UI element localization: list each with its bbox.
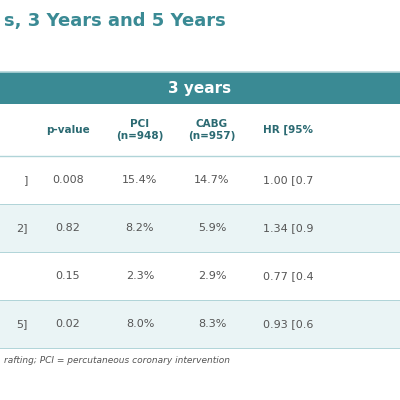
Text: 5]: 5] [17, 319, 28, 329]
Text: 8.2%: 8.2% [126, 223, 154, 233]
FancyBboxPatch shape [0, 156, 400, 204]
Text: 14.7%: 14.7% [194, 175, 230, 185]
Text: CABG
(n=957): CABG (n=957) [188, 119, 236, 141]
FancyBboxPatch shape [0, 72, 400, 104]
Text: 2.3%: 2.3% [126, 271, 154, 281]
Text: PCI
(n=948): PCI (n=948) [116, 119, 164, 141]
Text: 0.93 [0.6: 0.93 [0.6 [263, 319, 313, 329]
Text: 1.34 [0.9: 1.34 [0.9 [263, 223, 313, 233]
Text: 0.008: 0.008 [52, 175, 84, 185]
Text: rafting; PCI = percutaneous coronary intervention: rafting; PCI = percutaneous coronary int… [4, 356, 230, 365]
Text: HR [95%: HR [95% [263, 125, 313, 135]
Text: 5.9%: 5.9% [198, 223, 226, 233]
FancyBboxPatch shape [0, 204, 400, 252]
Text: 8.3%: 8.3% [198, 319, 226, 329]
Text: 3 years: 3 years [168, 80, 232, 96]
Text: 0.02: 0.02 [56, 319, 80, 329]
Text: p-value: p-value [46, 125, 90, 135]
Text: 2.9%: 2.9% [198, 271, 226, 281]
Text: 0.82: 0.82 [56, 223, 80, 233]
Text: 8.0%: 8.0% [126, 319, 154, 329]
FancyBboxPatch shape [0, 252, 400, 300]
Text: 0.15: 0.15 [56, 271, 80, 281]
FancyBboxPatch shape [0, 300, 400, 348]
Text: 1.00 [0.7: 1.00 [0.7 [263, 175, 313, 185]
Text: 2]: 2] [16, 223, 28, 233]
Text: ]: ] [24, 175, 28, 185]
Text: 15.4%: 15.4% [122, 175, 158, 185]
Text: s, 3 Years and 5 Years: s, 3 Years and 5 Years [4, 12, 226, 30]
Text: 0.77 [0.4: 0.77 [0.4 [263, 271, 313, 281]
FancyBboxPatch shape [0, 104, 400, 156]
